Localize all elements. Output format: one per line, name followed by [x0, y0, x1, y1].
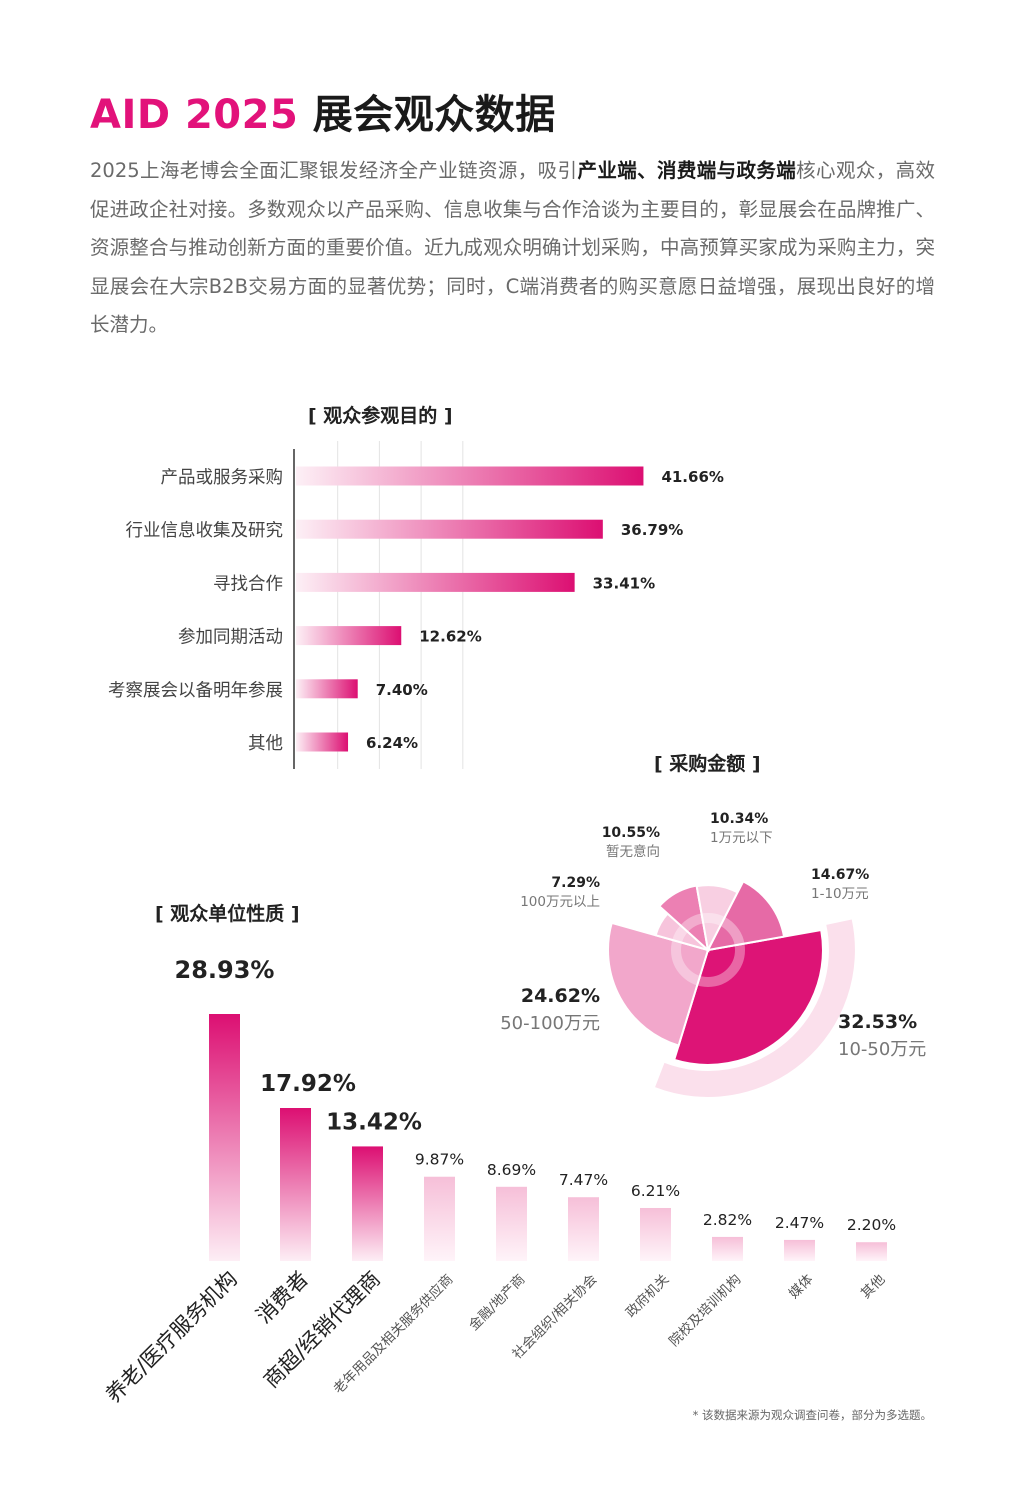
value-label: 6.21%	[631, 1182, 680, 1200]
slice-category-label: 暂无意向	[606, 843, 660, 860]
category-label: 参加同期活动	[178, 628, 283, 648]
intro-part-1: 2025上海老博会全面汇聚银发经济全产业链资源，吸引	[90, 159, 578, 182]
value-label: 2.82%	[703, 1211, 752, 1229]
value-label: 6.24%	[366, 734, 418, 752]
value-label: 7.40%	[376, 681, 428, 699]
slice-value-label: 7.29%	[551, 875, 600, 891]
intro-paragraph: 2025上海老博会全面汇聚银发经济全产业链资源，吸引产业端、消费端与政务端核心观…	[90, 152, 935, 345]
slice-value-label: 24.62%	[521, 985, 600, 1007]
category-label: 其他	[248, 734, 283, 754]
bar	[784, 1239, 815, 1261]
value-label: 28.93%	[175, 956, 275, 984]
value-label: 36.79%	[621, 521, 683, 539]
slice-value-label: 10.34%	[710, 811, 768, 827]
page-title: AID 2025 展会观众数据	[90, 82, 556, 140]
category-label: 寻找合作	[213, 574, 283, 594]
category-label: 金融/地产商	[466, 1272, 528, 1334]
bar	[296, 732, 349, 752]
category-label: 媒体	[786, 1271, 817, 1302]
footnote: * 该数据来源为观众调查问卷，部分为多选题。	[692, 1408, 932, 1422]
bar	[424, 1176, 455, 1261]
value-label: 8.69%	[487, 1161, 536, 1179]
category-label: 行业信息收集及研究	[126, 521, 284, 541]
value-label: 2.47%	[775, 1214, 824, 1232]
intro-part-2: 核心观众，高效促进政企社对接。多数观众以产品采购、信息收集与合作洽谈为主要目的，…	[90, 159, 935, 336]
bar	[856, 1242, 887, 1261]
budget-rose-chart: 32.53% 10-50万元 24.62% 50-100万元 7.29% 100万元以上 1…	[500, 811, 926, 1097]
value-label: 2.20%	[847, 1216, 896, 1234]
rose-slice	[706, 879, 786, 952]
slice-category-label: 100万元以上	[520, 894, 600, 910]
category-label: 养老/医疗服务机构	[101, 1267, 242, 1408]
slice-value-label: 14.67%	[811, 867, 869, 883]
rose-slice	[607, 921, 710, 1047]
category-label: 考察展会以备明年参展	[108, 681, 283, 701]
value-label: 33.41%	[593, 574, 655, 592]
category-label: 消费者	[252, 1267, 314, 1329]
value-label: 7.47%	[559, 1171, 608, 1189]
bar	[296, 679, 358, 699]
intro-bold: 产业端、消费端与政务端	[577, 159, 797, 182]
inner-ring	[671, 913, 745, 987]
value-label: 17.92%	[260, 1071, 356, 1097]
bar	[640, 1207, 671, 1261]
purpose-bar-chart: 产品或服务采购 41.66% 行业信息收集及研究 36.79% 寻找合作 33.41% 参加…	[108, 441, 724, 769]
value-label: 9.87%	[415, 1151, 464, 1169]
slice-value-label: 10.55%	[602, 825, 660, 841]
bar	[280, 1108, 311, 1261]
slice-category-label: 10-50万元	[838, 1039, 926, 1060]
value-label: 12.62%	[419, 628, 481, 646]
category-label: 产品或服务采购	[161, 468, 284, 488]
slice-category-label: 50-100万元	[500, 1013, 600, 1034]
org-chart-title: [ 观众单位性质 ]	[155, 903, 300, 925]
slice-value-label: 32.53%	[838, 1011, 917, 1033]
slice-category-label: 1-10万元	[811, 886, 869, 902]
bar	[296, 626, 402, 646]
value-label: 13.42%	[326, 1109, 422, 1135]
rose-slice	[672, 928, 824, 1066]
bar	[352, 1146, 383, 1261]
bar	[712, 1236, 743, 1261]
purpose-chart-title: [ 观众参观目的 ]	[308, 405, 453, 427]
bar	[568, 1197, 599, 1261]
category-label: 院校及培训机构	[665, 1271, 744, 1350]
bar	[296, 572, 575, 592]
slice-ring	[655, 919, 855, 1097]
slice-category-label: 1万元以下	[710, 830, 773, 846]
title-rest: 展会观众数据	[312, 92, 556, 138]
title-accent: AID 2025	[90, 92, 299, 138]
category-label: 其他	[858, 1272, 888, 1302]
category-label: 政府机关	[623, 1272, 672, 1321]
value-label: 41.66%	[661, 468, 723, 486]
bar	[296, 519, 603, 539]
bar	[209, 1014, 240, 1261]
budget-chart-title: [ 采购金额 ]	[654, 753, 761, 775]
bar	[296, 466, 644, 486]
bar	[496, 1186, 527, 1261]
